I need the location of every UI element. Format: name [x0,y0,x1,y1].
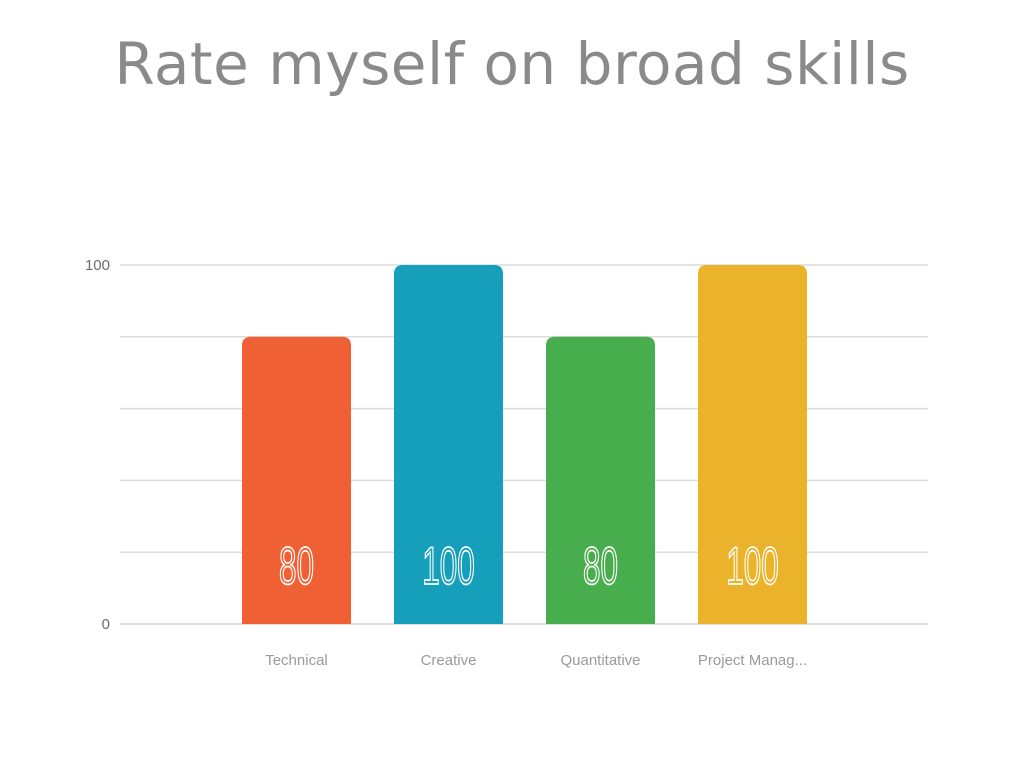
x-category-label: Creative [421,652,477,669]
bar-value-label: 100 [422,538,475,596]
chart-title: Rate myself on broad skills [114,30,910,98]
bar-value-label: 80 [583,538,618,596]
bar-value-label: 80 [279,538,314,596]
bar-quantitative [546,336,655,624]
bar-creative [394,265,503,624]
bar-technical [242,336,351,624]
x-category-label: Project Manag... [698,652,807,669]
bar-value-label: 100 [726,538,779,596]
bar-project-manag [698,265,807,624]
x-category-label: Technical [265,652,328,669]
y-tick-label: 100 [85,257,110,274]
x-category-label: Quantitative [560,652,640,669]
y-tick-label: 0 [102,616,110,633]
